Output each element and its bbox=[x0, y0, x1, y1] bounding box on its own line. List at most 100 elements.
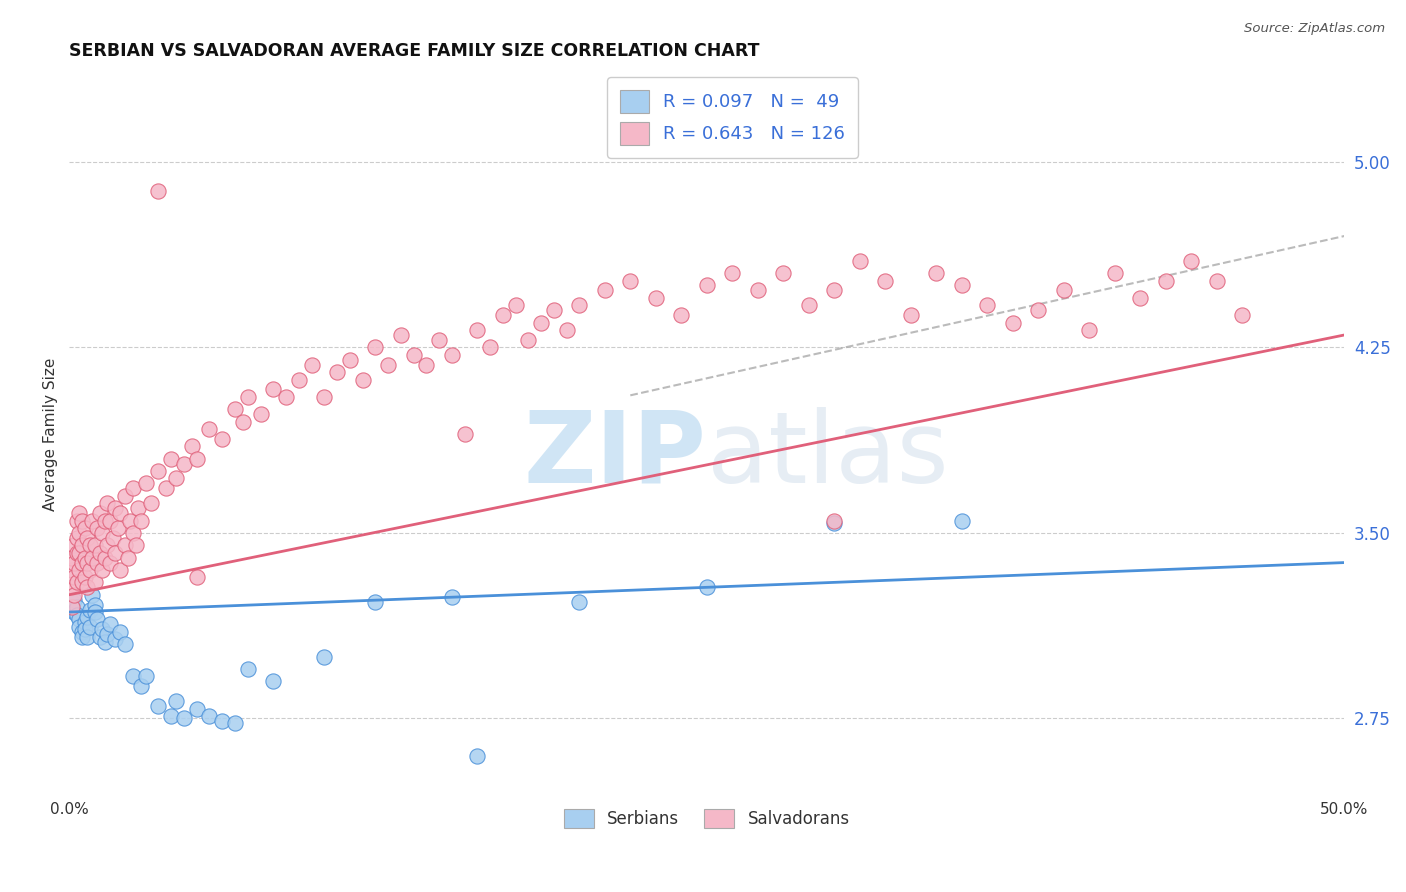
Point bbox=[1129, 291, 1152, 305]
Point bbox=[211, 432, 233, 446]
Point bbox=[70, 624, 93, 639]
Point bbox=[173, 711, 195, 725]
Point bbox=[122, 481, 145, 495]
Point bbox=[186, 451, 208, 466]
Point bbox=[155, 481, 177, 495]
Point bbox=[1205, 274, 1227, 288]
Point bbox=[60, 602, 83, 616]
Point bbox=[67, 525, 90, 540]
Point bbox=[60, 550, 83, 565]
Point bbox=[925, 266, 948, 280]
Point bbox=[1078, 323, 1101, 337]
Point bbox=[76, 556, 98, 570]
Point bbox=[79, 563, 101, 577]
Point bbox=[66, 514, 89, 528]
Point bbox=[262, 674, 284, 689]
Point bbox=[67, 563, 90, 577]
Point bbox=[198, 709, 221, 723]
Point bbox=[66, 546, 89, 560]
Point bbox=[671, 308, 693, 322]
Point bbox=[67, 620, 90, 634]
Point bbox=[453, 426, 475, 441]
Point bbox=[63, 556, 86, 570]
Point bbox=[186, 701, 208, 715]
Point bbox=[180, 439, 202, 453]
Point bbox=[96, 496, 118, 510]
Point bbox=[465, 748, 488, 763]
Point bbox=[70, 556, 93, 570]
Point bbox=[619, 274, 641, 288]
Point bbox=[73, 615, 96, 629]
Point bbox=[63, 538, 86, 552]
Point bbox=[86, 556, 108, 570]
Point bbox=[86, 521, 108, 535]
Point bbox=[950, 514, 973, 528]
Text: atlas: atlas bbox=[707, 407, 949, 504]
Point bbox=[517, 333, 540, 347]
Point bbox=[94, 634, 117, 648]
Point bbox=[76, 531, 98, 545]
Point bbox=[96, 538, 118, 552]
Point bbox=[1180, 253, 1202, 268]
Point bbox=[73, 623, 96, 637]
Point bbox=[440, 591, 463, 605]
Point bbox=[110, 624, 132, 639]
Point bbox=[91, 623, 114, 637]
Point bbox=[364, 595, 387, 609]
Point bbox=[122, 669, 145, 683]
Point bbox=[1001, 316, 1024, 330]
Point bbox=[249, 407, 271, 421]
Point bbox=[67, 506, 90, 520]
Point bbox=[76, 630, 98, 644]
Point bbox=[492, 308, 515, 322]
Point bbox=[696, 278, 718, 293]
Point bbox=[63, 592, 86, 607]
Point bbox=[1154, 274, 1177, 288]
Point bbox=[83, 538, 105, 552]
Point bbox=[82, 550, 104, 565]
Point bbox=[211, 714, 233, 728]
Point bbox=[224, 716, 246, 731]
Point bbox=[96, 627, 118, 641]
Point bbox=[135, 476, 157, 491]
Point bbox=[402, 348, 425, 362]
Point bbox=[110, 506, 132, 520]
Point bbox=[60, 600, 83, 615]
Point bbox=[127, 501, 149, 516]
Point bbox=[644, 291, 666, 305]
Point bbox=[160, 709, 183, 723]
Point bbox=[104, 632, 127, 647]
Point bbox=[73, 570, 96, 584]
Point bbox=[747, 284, 769, 298]
Point bbox=[415, 358, 437, 372]
Point bbox=[98, 556, 121, 570]
Point bbox=[173, 457, 195, 471]
Point bbox=[543, 303, 565, 318]
Point bbox=[823, 284, 845, 298]
Point bbox=[114, 489, 136, 503]
Point bbox=[287, 372, 309, 386]
Text: SERBIAN VS SALVADORAN AVERAGE FAMILY SIZE CORRELATION CHART: SERBIAN VS SALVADORAN AVERAGE FAMILY SIZ… bbox=[69, 42, 759, 60]
Point bbox=[1053, 284, 1076, 298]
Point bbox=[82, 588, 104, 602]
Text: ZIP: ZIP bbox=[524, 407, 707, 504]
Point bbox=[98, 617, 121, 632]
Point bbox=[950, 278, 973, 293]
Point bbox=[60, 595, 83, 609]
Point bbox=[101, 531, 124, 545]
Point bbox=[236, 390, 259, 404]
Point bbox=[70, 538, 93, 552]
Point bbox=[135, 669, 157, 683]
Point bbox=[73, 521, 96, 535]
Point bbox=[76, 610, 98, 624]
Point bbox=[165, 471, 187, 485]
Point bbox=[900, 308, 922, 322]
Point bbox=[63, 588, 86, 602]
Point bbox=[849, 253, 872, 268]
Point bbox=[94, 514, 117, 528]
Point bbox=[89, 506, 111, 520]
Point bbox=[696, 580, 718, 594]
Point bbox=[148, 464, 170, 478]
Point bbox=[139, 496, 162, 510]
Point bbox=[104, 546, 127, 560]
